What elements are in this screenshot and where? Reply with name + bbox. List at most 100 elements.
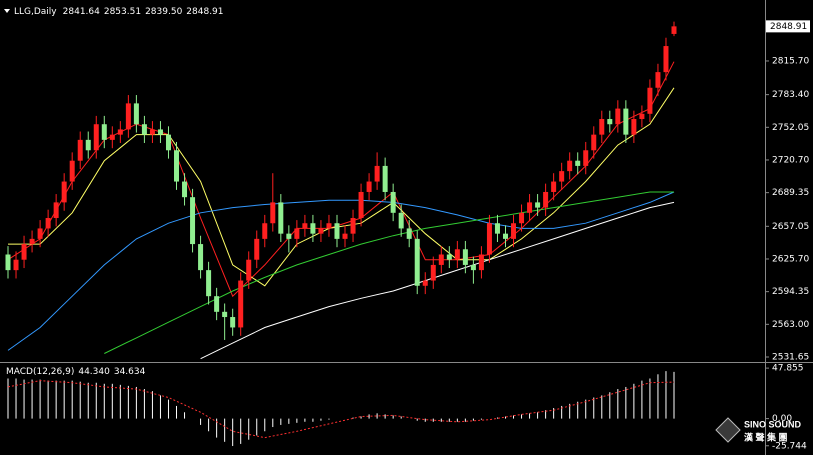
candle-body: [559, 171, 565, 182]
candle-body: [165, 134, 171, 151]
candle-body: [446, 254, 452, 260]
candle-body: [310, 223, 316, 234]
candle-body: [286, 233, 292, 239]
logo-subtitle: 漢 聲 集 團: [744, 431, 788, 442]
candle-body: [125, 103, 131, 130]
candle-body: [53, 202, 59, 219]
candle-body: [527, 202, 533, 213]
macd-main-readout: 44.340: [78, 367, 110, 377]
candle-body: [647, 87, 653, 114]
logo: SINO SOUND 漢 聲 集 團: [715, 417, 802, 443]
candle-body: [358, 191, 364, 219]
candle-body: [45, 218, 51, 229]
y-tick-label: 2815.70: [772, 56, 809, 66]
candle-body: [663, 46, 669, 73]
candle-body: [494, 223, 500, 234]
candle-body: [190, 197, 196, 245]
candle-body: [61, 181, 67, 203]
candle-body: [486, 223, 492, 255]
candle-body: [77, 139, 83, 161]
candle-body: [430, 264, 436, 281]
candle-body: [575, 160, 581, 166]
candle-body: [406, 228, 412, 239]
candle-body: [478, 254, 484, 271]
candle-body: [5, 254, 11, 271]
indicator-line: [7, 191, 675, 351]
logo-name: SINO SOUND: [744, 419, 802, 429]
candle-body: [157, 129, 163, 135]
macd-signal-readout: 34.634: [114, 367, 146, 377]
candle-body: [414, 238, 420, 286]
candle-body: [294, 228, 300, 239]
candle-body: [85, 139, 91, 151]
candle-body: [454, 249, 460, 260]
candle-body: [470, 264, 476, 271]
candle-body: [318, 228, 324, 234]
indicator-line: [104, 191, 674, 354]
macd-title: MACD(12,26,9): [6, 367, 74, 377]
candle-body: [502, 233, 508, 239]
readout-high: 2853.51: [104, 7, 141, 17]
readout-low: 2839.50: [145, 7, 182, 17]
y-tick-label: 47.855: [772, 364, 804, 374]
candle-body: [133, 103, 139, 125]
candle-body: [583, 150, 589, 166]
indicator-line: [200, 201, 675, 360]
y-tick-label: 2594.35: [772, 287, 809, 297]
candle-body: [438, 254, 444, 265]
y-tick-label: 2657.05: [772, 222, 809, 232]
candle-body: [37, 228, 43, 239]
candle-body: [623, 108, 629, 135]
y-tick-label: 0.00: [772, 414, 792, 424]
last-price-label: 2848.91: [770, 22, 807, 32]
candle-body: [117, 129, 123, 135]
candle-body: [591, 134, 597, 151]
candle-body: [278, 202, 284, 234]
y-tick-label: 2625.70: [772, 254, 809, 264]
candle-body: [29, 238, 35, 245]
candle-body: [567, 160, 573, 172]
chart-header: LLG,Daily 2841.64 2853.51 2839.50 2848.91: [14, 7, 224, 17]
candle-body: [214, 296, 220, 312]
candle-body: [13, 259, 19, 271]
candle-body: [222, 311, 228, 318]
candle-body: [382, 165, 388, 192]
candle-body: [206, 270, 212, 297]
candle-body: [462, 249, 468, 265]
candle-body: [21, 244, 27, 260]
candle-body: [366, 181, 372, 192]
candle-body: [149, 129, 155, 135]
candle-body: [230, 317, 236, 328]
candle-body: [390, 191, 396, 213]
candle-body: [639, 113, 645, 120]
last-price-box: [766, 20, 810, 33]
menu-triangle: [4, 9, 10, 13]
candle-body: [350, 218, 356, 234]
readout-close: 2848.91: [186, 7, 223, 17]
candle-body: [535, 202, 541, 208]
candle-body: [398, 212, 404, 229]
candle-body: [615, 108, 621, 125]
candle-body: [262, 223, 268, 239]
y-tick-label: -25.744: [772, 441, 807, 451]
candle-body: [326, 223, 332, 229]
candle-body: [607, 119, 613, 125]
y-tick-label: 2531.65: [772, 352, 809, 362]
macd-header: MACD(12,26,9) 44.340 34.634: [6, 367, 146, 377]
candle-body: [270, 202, 276, 224]
y-tick-label: 2563.00: [772, 320, 809, 330]
candle-body: [631, 119, 637, 135]
candle-body: [182, 181, 188, 198]
candle-body: [109, 134, 115, 140]
candle-body: [238, 280, 244, 328]
candle-body: [551, 181, 557, 192]
candle-body: [254, 238, 260, 260]
candle-body: [302, 223, 308, 229]
candle-body: [93, 124, 99, 151]
readout-open: 2841.64: [63, 7, 100, 17]
y-tick-label: 2752.05: [772, 123, 809, 133]
candle-body: [198, 244, 204, 271]
plot-area: 2815.70 2783.40 2752.05 2720.70 2689.35 2657.…: [5, 20, 810, 451]
